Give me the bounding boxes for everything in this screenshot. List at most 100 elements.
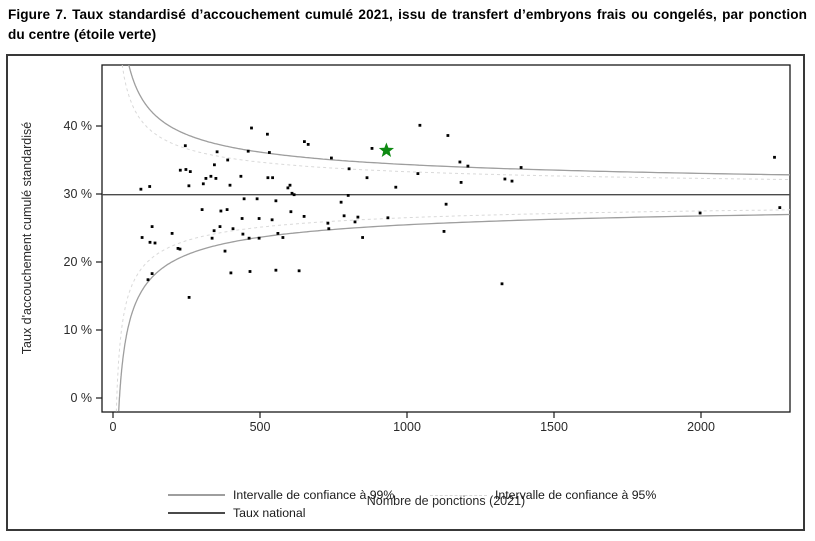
ci95-line-swatch [430, 494, 487, 496]
centre-point [459, 181, 463, 184]
legend-label-ci99: Intervalle de confiance à 99% [233, 488, 395, 502]
centre-point [290, 191, 294, 195]
centre-point [330, 156, 333, 160]
centre-point [228, 183, 232, 187]
centre-point [370, 147, 374, 150]
centre-point [286, 186, 290, 190]
legend-label-national: Taux national [233, 506, 306, 520]
centre-point [266, 132, 269, 136]
x-axis-label: Nombre de ponctions (2021) [366, 494, 526, 508]
centre-point [187, 184, 191, 188]
centre-point [239, 174, 243, 178]
ci99-upper-curve [128, 65, 790, 176]
centre-point [226, 158, 230, 162]
centre-point [170, 232, 174, 235]
centre-point [139, 187, 143, 191]
centre-point [303, 140, 306, 143]
legend-label-ci95: Intervalle de confiance à 95% [495, 488, 657, 502]
ci95-lower-curve [115, 209, 790, 412]
centre-point [347, 167, 351, 171]
centre-point [184, 168, 188, 171]
centre-point [255, 197, 259, 201]
centre-point [250, 126, 253, 130]
centre-point [326, 221, 330, 225]
centre-point [519, 166, 523, 169]
ci99-line-swatch [168, 494, 225, 496]
funnel-plot: 0 500 1000 1500 2000 0 % 10 % 20 % 30 % 40 % [64, 64, 791, 434]
scatter-points [139, 123, 782, 299]
centre-point [150, 225, 154, 228]
centre-point [446, 134, 450, 137]
center-star [378, 142, 394, 157]
centre-point [214, 177, 218, 180]
centre-point [510, 179, 514, 183]
centre-point [201, 182, 205, 186]
axes: 0 500 1000 1500 2000 0 % 10 % 20 % 30 % 40 % [64, 64, 791, 434]
centre-point [176, 247, 180, 250]
y-tick-label: 40 % [64, 119, 93, 133]
centre-point [268, 151, 271, 154]
x-tick-label: 2000 [687, 420, 715, 434]
centre-point [292, 193, 296, 197]
x-tick-label: 0 [110, 420, 117, 434]
centre-point [210, 236, 214, 240]
centre-point [148, 185, 152, 188]
centre-point [418, 123, 422, 127]
legend-item-ci95: Intervalle de confiance à 95% [430, 488, 656, 502]
x-tick-label: 1500 [540, 420, 568, 434]
figure-frame: 0 500 1000 1500 2000 0 % 10 % 20 % 30 % 40 % Nomb… [6, 54, 805, 531]
centre-point [229, 271, 233, 275]
centre-point [306, 143, 310, 146]
centre-point [146, 278, 150, 282]
centre-point [778, 206, 782, 209]
centre-point [246, 149, 250, 153]
centre-point [242, 197, 246, 201]
centre-point [361, 236, 364, 239]
centre-point [209, 174, 213, 178]
centre-point [204, 177, 208, 180]
centre-point [276, 232, 280, 235]
centre-point [266, 176, 270, 180]
centre-point [353, 220, 357, 224]
centre-point [241, 232, 245, 236]
y-tick-label: 30 % [64, 187, 93, 201]
confidence-curves [115, 65, 790, 412]
centre-point [281, 236, 285, 239]
centre-point [394, 185, 398, 189]
x-tick-label: 1000 [393, 420, 421, 434]
centre-point [274, 199, 278, 203]
centre-point [215, 150, 219, 154]
centre-point [188, 170, 192, 173]
centre-point [289, 210, 293, 214]
centre-point [444, 202, 448, 206]
centre-point [466, 164, 470, 168]
y-axis-label: Taux d'accouchement cumulé standardisé [20, 121, 34, 355]
centre-point [213, 163, 216, 167]
legend-item-ci99: Intervalle de confiance à 99% [168, 488, 430, 502]
centre-point [219, 209, 223, 213]
centre-point [297, 269, 301, 273]
centre-point [365, 176, 369, 180]
national-line-swatch [168, 512, 225, 514]
centre-point [442, 230, 446, 233]
centre-point [386, 216, 390, 220]
centre-point [140, 236, 144, 239]
legend-item-national: Taux national [168, 506, 430, 520]
legend: Intervalle de confiance à 99% Intervalle… [168, 486, 656, 522]
centre-point [327, 227, 331, 231]
centre-point [212, 229, 216, 233]
ci95-upper-curve [121, 65, 790, 180]
y-tick-label: 0 % [70, 391, 92, 405]
centre-point [271, 176, 274, 180]
y-tick-label: 10 % [64, 323, 93, 337]
centre-point [187, 296, 191, 299]
centre-point [248, 270, 252, 273]
centre-point [153, 241, 157, 245]
centre-point [223, 249, 227, 253]
centre-point [270, 218, 274, 222]
centre-point [342, 214, 346, 218]
y-tick-label: 20 % [64, 255, 93, 269]
centre-point [500, 282, 504, 286]
centre-point [225, 208, 229, 211]
centre-point [178, 168, 182, 172]
